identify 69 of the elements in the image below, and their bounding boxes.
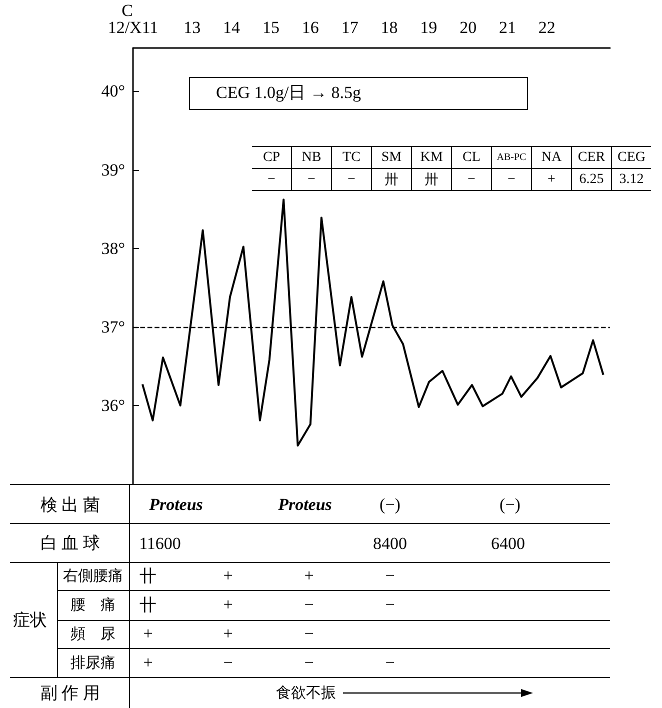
text: 卄 (140, 594, 156, 616)
text: − (385, 566, 395, 586)
annotation: − (452, 168, 492, 190)
annotation: CP (252, 146, 292, 168)
text: 白 血 球 (40, 532, 100, 554)
annotation: − (292, 168, 332, 190)
text: − (304, 595, 314, 615)
x-tick-label: 14 (223, 18, 241, 37)
x-tick-label: 21 (499, 18, 516, 37)
x-tick-label: 13 (184, 18, 201, 37)
text: 8400 (373, 534, 407, 554)
y-axis-title: C (122, 1, 133, 20)
text: + (143, 624, 153, 644)
text: 副 作 用 (40, 682, 100, 704)
text: + (223, 566, 233, 586)
x-tick-label: 15 (262, 18, 280, 37)
annotation: AB-PC (492, 146, 532, 168)
annotation: CL (452, 146, 492, 168)
y-tick-label: 38° (101, 238, 125, 258)
x-tick-label: 20 (460, 18, 477, 37)
text: − (223, 653, 233, 673)
text: 排尿痛 (70, 654, 116, 672)
annotation: KM (412, 146, 452, 168)
text: + (143, 653, 153, 673)
text: 卄 (140, 566, 156, 588)
text: 腰 痛 (70, 596, 116, 614)
annotation: TC (332, 146, 372, 168)
x-tick-label: 18 (380, 18, 398, 37)
y-tick-label: 39° (101, 160, 125, 180)
text: + (223, 595, 233, 615)
text: (−) (380, 495, 400, 515)
annotation: − (492, 168, 532, 190)
text: Proteus (278, 495, 332, 515)
text: − (304, 624, 314, 644)
annotation: NB (292, 146, 332, 168)
x-tick-label: 16 (302, 18, 319, 37)
annotation: − (252, 168, 292, 190)
text: 6400 (491, 534, 525, 554)
annotation: + (532, 168, 572, 190)
text: 症状 (13, 610, 47, 632)
x-tick-label: 19 (420, 18, 438, 37)
text: + (223, 624, 233, 644)
x-tick-label: 22 (538, 18, 556, 37)
annotation: 卅 (412, 168, 452, 190)
text: 食欲不振 (276, 684, 336, 702)
annotation: CER (572, 146, 612, 168)
text: Proteus (149, 495, 203, 515)
text: − (385, 653, 395, 673)
annotation: CEG 1.0g/日 → 8.5g (189, 77, 528, 110)
text: − (304, 653, 314, 673)
annotation: NA (532, 146, 572, 168)
y-tick-label: 37° (101, 317, 125, 336)
text: 11600 (139, 534, 181, 554)
y-tick-label: 36° (101, 396, 125, 415)
text: 右側腰痛 (63, 567, 123, 586)
annotation: SM (372, 146, 412, 168)
annotation: 卅 (372, 168, 412, 190)
y-tick-label: 40° (101, 82, 125, 101)
x-tick-label: 12/X11 (108, 18, 158, 37)
text: 3.12 (612, 168, 651, 190)
text: 頻 尿 (70, 625, 116, 644)
annotation: − (332, 168, 372, 190)
text: + (304, 566, 314, 586)
text: CEG (612, 146, 651, 168)
x-tick-label: 17 (341, 18, 359, 37)
text: 検 出 菌 (40, 494, 100, 516)
text: − (385, 595, 395, 615)
text: (−) (500, 495, 520, 515)
annotation: 6.25 (572, 168, 612, 190)
